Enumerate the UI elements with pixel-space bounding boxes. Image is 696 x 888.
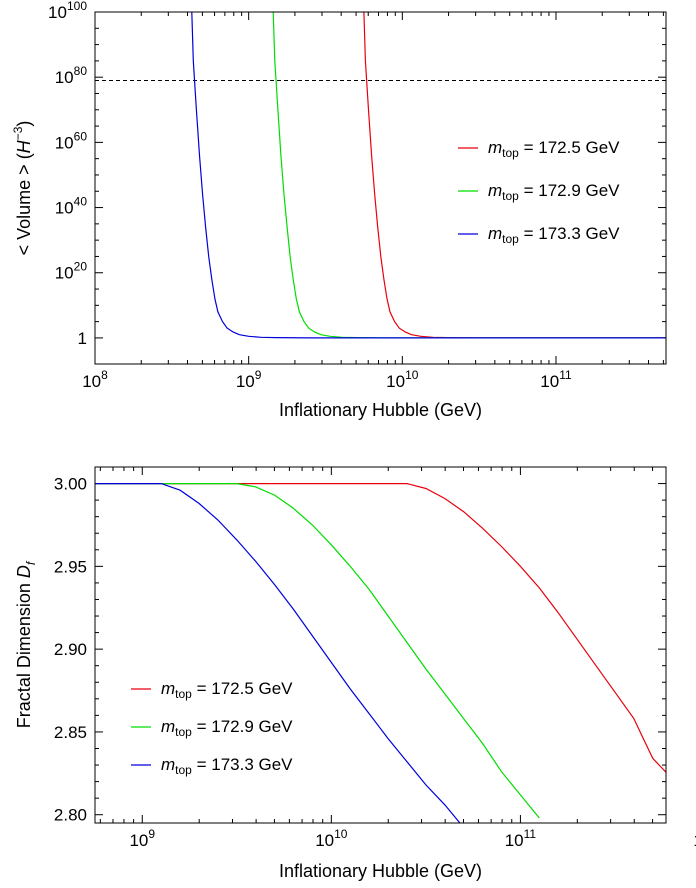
x-tick-label: 1011 [505, 827, 537, 850]
y-tick-label: 1040 [55, 195, 88, 218]
legend: mtop = 172.5 GeV mtop = 172.9 GeV mtop = 1… [131, 679, 293, 777]
y-tick-label: 1 [78, 329, 87, 348]
y-tick-label: 2.95 [54, 557, 87, 576]
series-line-1 [272, 12, 666, 339]
y-axis-label: Fractal Dimension Df [14, 560, 38, 728]
x-axis-label: Inflationary Hubble (GeV) [279, 861, 482, 881]
y-tick-label: 1020 [55, 260, 88, 283]
bottom-panel: 109 1010 1011 1012 2.80 2.85 2.90 2.95 3.00 mtop … [14, 466, 696, 881]
y-tick-label: 10100 [48, 0, 87, 22]
x-tick-label: 1011 [540, 368, 572, 391]
y-tick-label: 2.90 [54, 640, 87, 659]
y-tick-label: 2.80 [54, 806, 87, 825]
legend-item-1-label: mtop = 172.9 GeV [488, 181, 620, 203]
x-tick-label: 109 [129, 827, 155, 850]
y-tick-label: 2.85 [54, 723, 87, 742]
x-tick-label: 108 [82, 368, 108, 391]
legend-item-2-label: mtop = 173.3 GeV [488, 224, 620, 246]
x-tick-label: 109 [236, 368, 262, 391]
series-line-0 [363, 12, 666, 339]
plot-frame [94, 11, 667, 365]
plot-frame [94, 466, 667, 824]
x-tick-label: 1010 [315, 827, 348, 850]
series-line-2 [95, 483, 461, 823]
legend-item-2-label: mtop = 173.3 GeV [161, 755, 293, 777]
legend-item-1-label: mtop = 172.9 GeV [161, 717, 293, 739]
legend-item-0-label: mtop = 172.5 GeV [161, 679, 293, 701]
series-line-1 [95, 483, 540, 819]
y-tick-label: 1060 [55, 129, 88, 152]
legend-item-0-label: mtop = 172.5 GeV [488, 138, 620, 160]
x-tick-label: 1010 [386, 368, 419, 391]
series-line-2 [191, 12, 666, 339]
y-tick-label: 1080 [55, 64, 88, 87]
x-axis-label: Inflationary Hubble (GeV) [279, 400, 482, 420]
x-tick-label: 1012 [693, 827, 696, 850]
y-axis-label: < Volume > (H−3) [11, 121, 34, 256]
y-tick-label: 3.00 [54, 475, 87, 494]
series-line-0 [95, 483, 666, 774]
top-panel: 108 109 1010 1011 1 1020 1040 1060 1080 10100 mtop… [11, 0, 667, 420]
legend: mtop = 172.5 GeV mtop = 172.9 GeV mtop = 1… [458, 138, 620, 246]
